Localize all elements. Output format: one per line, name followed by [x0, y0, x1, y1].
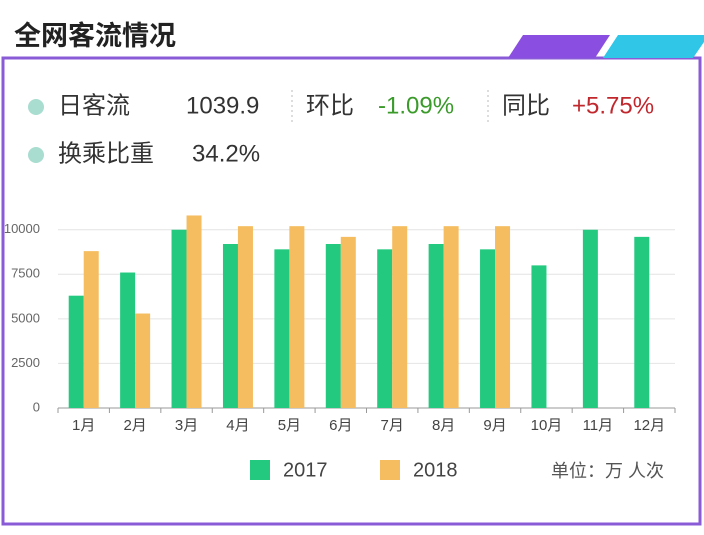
stat-label: 环比	[306, 92, 354, 119]
x-tick-label: 6月	[329, 417, 352, 434]
bar	[325, 244, 341, 408]
y-tick-label: 5000	[11, 310, 40, 325]
x-tick-label: 11月	[583, 417, 614, 434]
bar	[186, 215, 202, 408]
stat-label: 日客流	[58, 92, 130, 119]
bar	[377, 249, 393, 408]
x-tick-label: 5月	[278, 417, 301, 434]
bar	[274, 249, 290, 408]
legend-swatch	[250, 460, 270, 480]
bar	[428, 244, 444, 408]
stat-value: 34.2%	[192, 140, 260, 167]
bar	[480, 249, 496, 408]
stat-value: +5.75%	[572, 92, 654, 119]
bar	[531, 265, 547, 408]
x-tick-label: 9月	[483, 417, 506, 434]
bar	[135, 313, 151, 408]
legend-swatch	[380, 460, 400, 480]
deco-cyan	[603, 35, 704, 58]
x-tick-label: 3月	[175, 417, 198, 434]
bar	[340, 236, 356, 408]
bar	[443, 226, 459, 408]
legend-label: 2017	[283, 459, 328, 481]
y-tick-label: 2500	[11, 355, 40, 370]
bar	[237, 226, 253, 408]
x-tick-label: 4月	[226, 417, 249, 434]
legend-label: 2018	[413, 459, 458, 481]
stat-label: 同比	[502, 92, 550, 119]
bar	[222, 244, 238, 408]
x-tick-label: 12月	[633, 417, 665, 434]
stat-value: -1.09%	[378, 92, 454, 119]
bar	[495, 226, 511, 408]
page-title: 全网客流情况	[14, 21, 176, 51]
bar	[120, 272, 136, 408]
unit-note: 单位：万 人次	[551, 461, 664, 481]
y-tick-label: 10000	[4, 221, 40, 236]
x-tick-label: 1月	[72, 417, 95, 434]
x-tick-label: 8月	[432, 417, 455, 434]
bar	[289, 226, 305, 408]
x-tick-label: 2月	[123, 417, 146, 434]
bar	[392, 226, 408, 408]
y-tick-label: 7500	[11, 266, 40, 281]
stat-label: 换乘比重	[58, 140, 154, 167]
x-tick-label: 7月	[381, 417, 404, 434]
x-tick-label: 10月	[531, 417, 563, 434]
deco-purple	[508, 35, 610, 58]
y-tick-label: 0	[33, 399, 40, 414]
bar	[171, 229, 187, 408]
bar	[83, 251, 99, 408]
bar	[634, 236, 650, 408]
bar	[582, 229, 598, 408]
bar	[68, 295, 84, 408]
stat-value: 1039.9	[186, 92, 259, 119]
bullet-dot	[28, 99, 44, 115]
bullet-dot	[28, 147, 44, 163]
